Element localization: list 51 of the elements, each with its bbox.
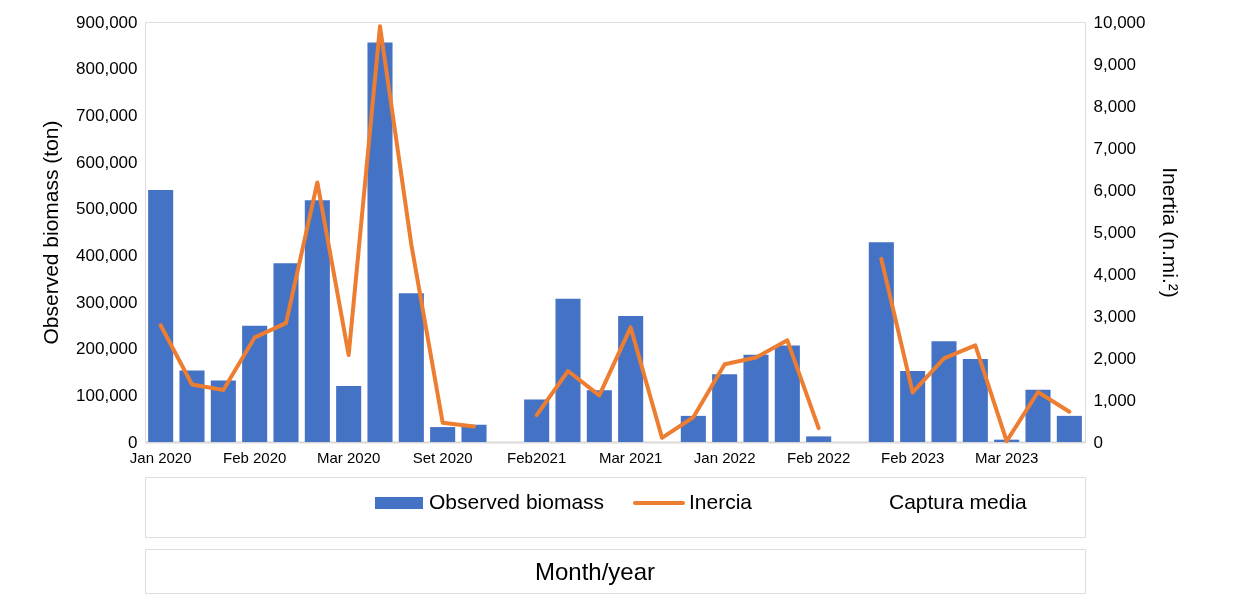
bar [242, 325, 268, 442]
y-tick-label: 600,000 [76, 152, 138, 172]
y2-tick-label: 6,000 [1093, 180, 1137, 200]
y-tick-label: 100,000 [76, 385, 138, 405]
text: Captura media [889, 490, 1028, 513]
bar [336, 386, 362, 442]
bar [962, 358, 988, 442]
y-tick-label: 800,000 [76, 59, 138, 79]
y-tick-label: 900,000 [76, 12, 138, 32]
y2-tick-label: 2,000 [1093, 348, 1137, 368]
y2-tick-label: 3,000 [1093, 306, 1137, 326]
bar [900, 371, 926, 442]
y-tick-label: 400,000 [76, 245, 138, 265]
x-tick-label: Feb2021 [507, 448, 567, 466]
y2-tick-label: 10,000 [1093, 12, 1146, 32]
bar [1056, 415, 1082, 442]
y2-axis-title: Inertia (n.mi.²) [1159, 167, 1183, 298]
x-axis-title: Month/year [534, 558, 656, 585]
y-tick-label: 300,000 [76, 292, 138, 312]
y2-tick-label: 7,000 [1093, 138, 1137, 158]
bar [931, 341, 957, 442]
x-tick-label: Set 2020 [412, 448, 473, 466]
y-tick-label: 500,000 [76, 199, 138, 219]
y2-tick-label: 4,000 [1093, 264, 1137, 284]
y2-tick-label: 1,000 [1093, 390, 1137, 410]
x-tick-label: Jan 2022 [693, 448, 756, 466]
bar [868, 242, 894, 442]
x-tick-label: Feb 2020 [222, 448, 287, 466]
y-tick-label: 200,000 [76, 339, 138, 359]
y-axis-title: Observed biomass (ton) [39, 120, 63, 345]
bar [210, 380, 236, 442]
bar [179, 370, 205, 442]
bar [461, 424, 487, 442]
x-tick-label: Feb 2023 [880, 448, 945, 466]
bar [148, 190, 174, 442]
bar [367, 42, 393, 442]
bar [398, 293, 424, 442]
y2-tick-label: 9,000 [1093, 54, 1137, 74]
y2-tick-label: 0 [1093, 432, 1103, 452]
x-tick-label: Mar 2021 [598, 448, 663, 466]
x-tick-label: Mar 2020 [316, 448, 381, 466]
x-tick-label: Mar 2023 [974, 448, 1039, 466]
y-tick-label: 700,000 [76, 105, 138, 125]
legend-label: Observed biomass [429, 490, 605, 513]
y2-tick-label: 5,000 [1093, 222, 1137, 242]
y2-tick-label: 8,000 [1093, 96, 1137, 116]
bar [430, 427, 456, 442]
x-tick-label: Feb 2022 [786, 448, 851, 466]
bar [304, 200, 330, 442]
legend-label: Inercia [689, 490, 753, 513]
bar [273, 263, 299, 442]
